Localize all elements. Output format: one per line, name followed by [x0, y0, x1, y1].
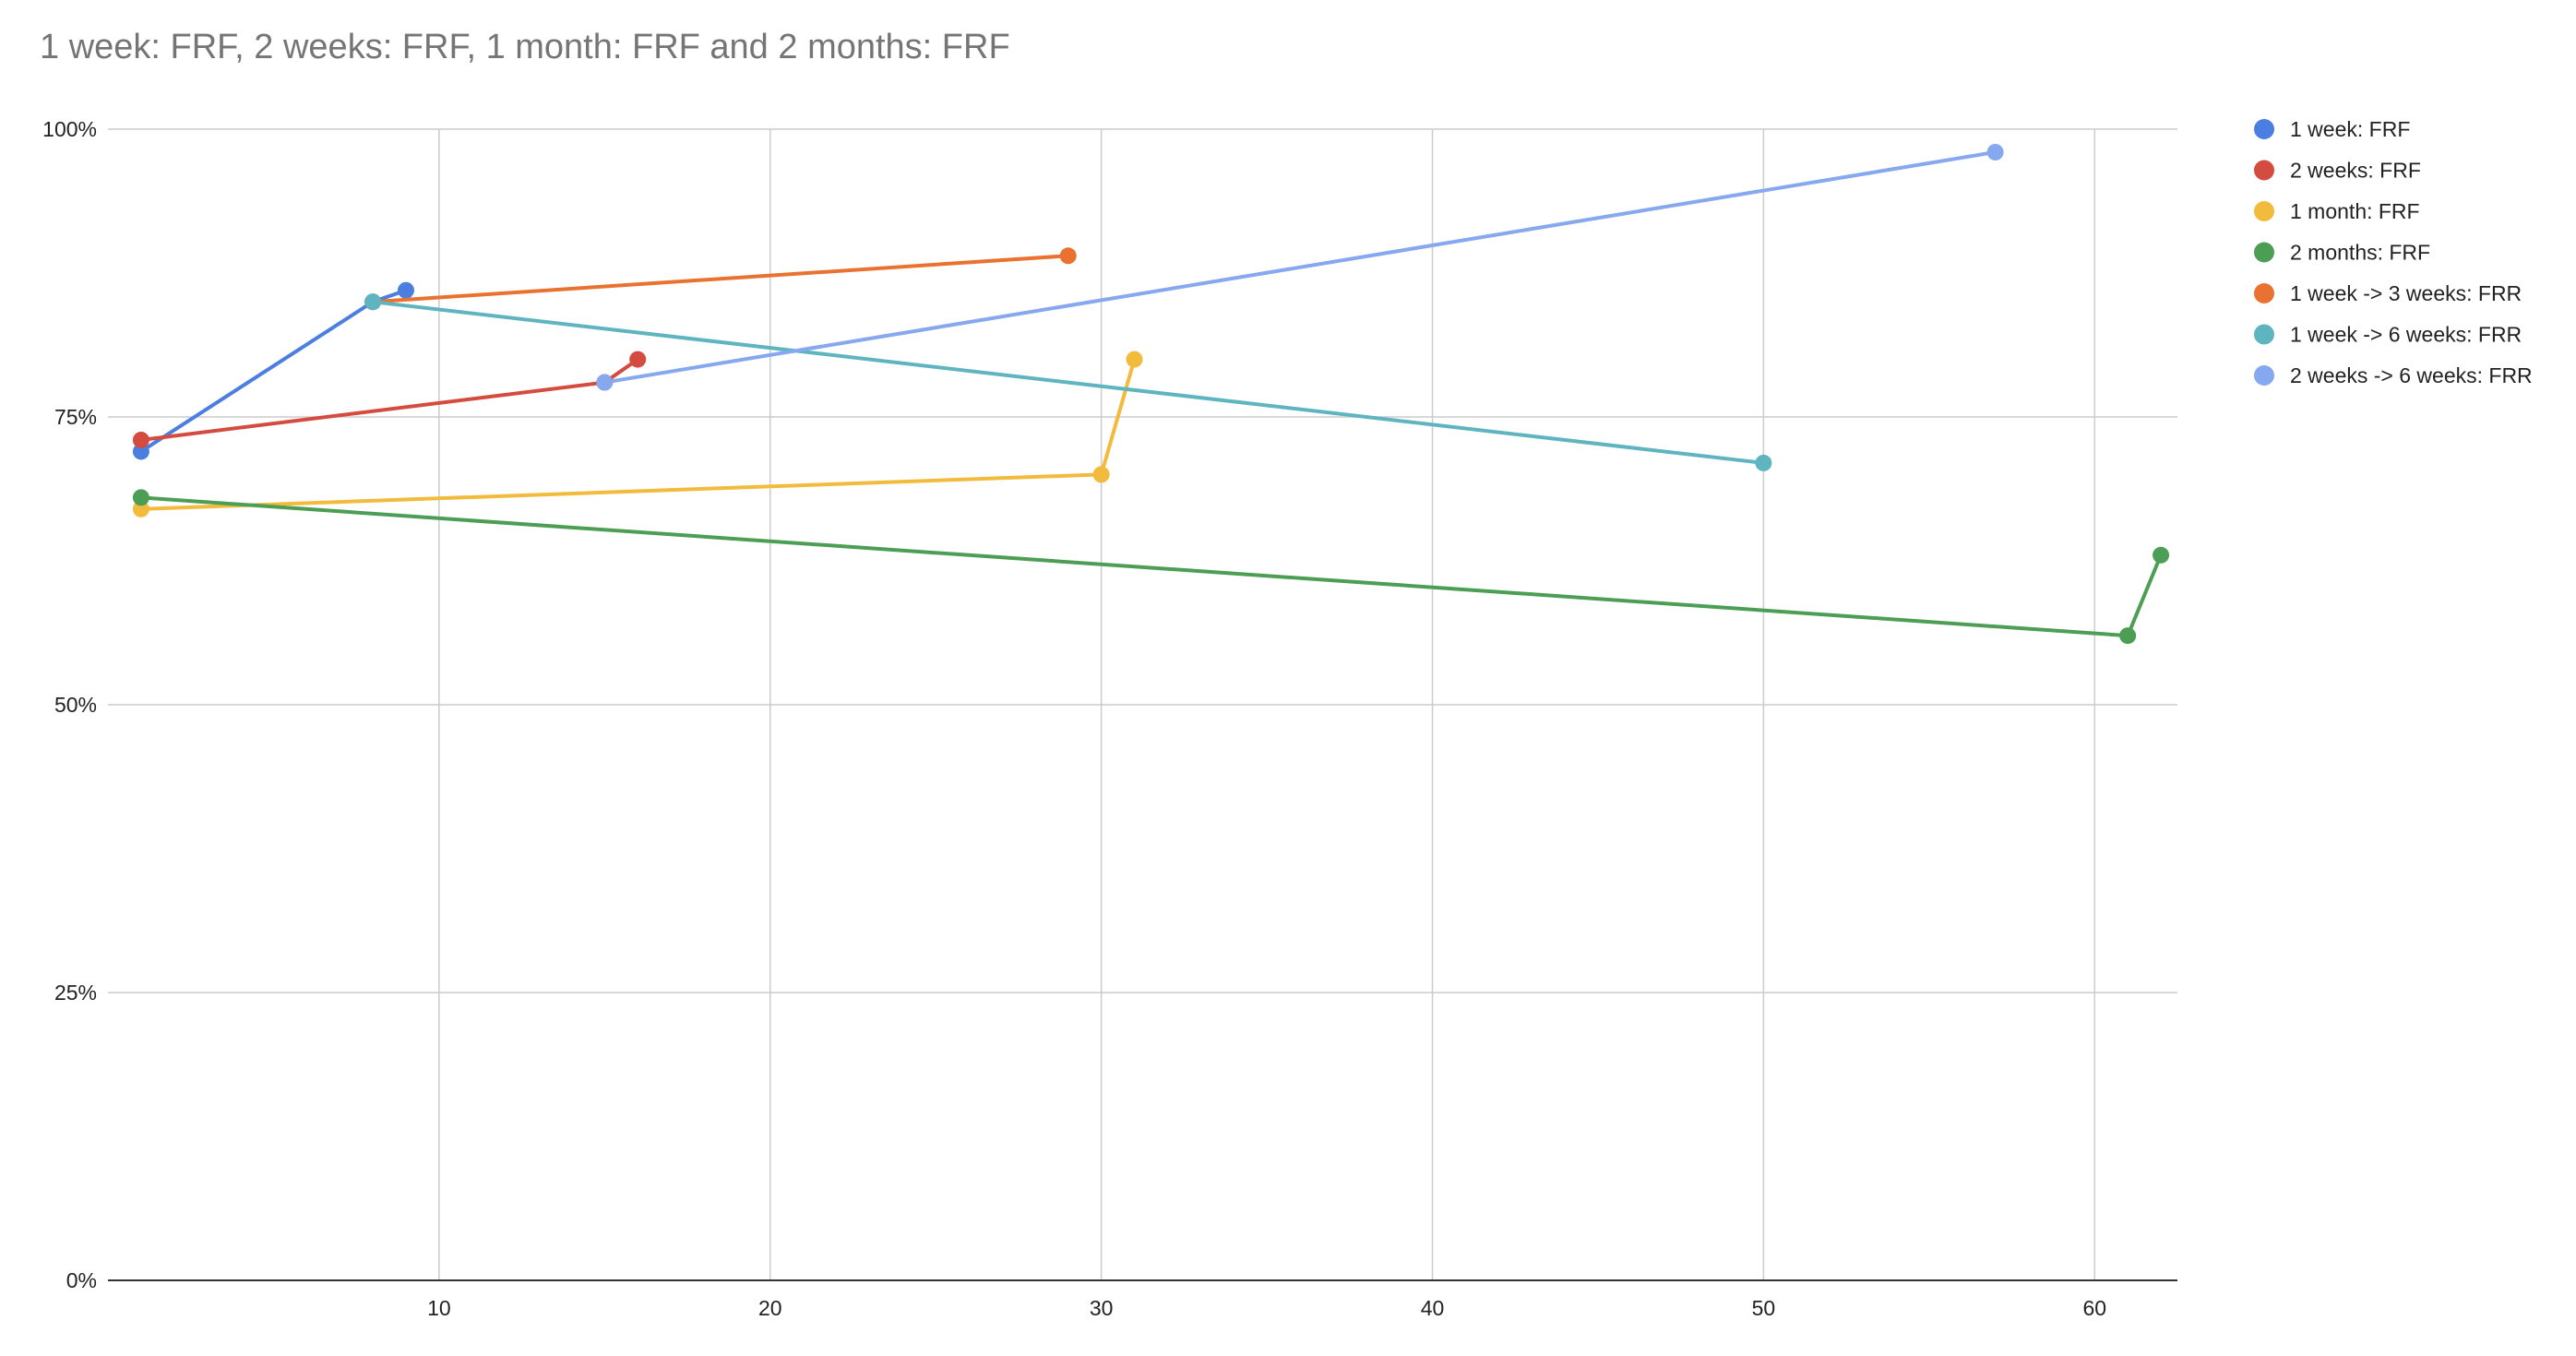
series-layer	[132, 143, 2170, 645]
legend-marker	[2254, 283, 2274, 303]
legend-item: 2 weeks: FRF	[2254, 159, 2421, 183]
x-tick-label: 30	[1090, 1296, 1114, 1320]
legend-item: 2 weeks -> 6 weeks: FRR	[2254, 363, 2533, 387]
chart-title: 1 week: FRF, 2 weeks: FRF, 1 month: FRF …	[40, 28, 1010, 66]
data-point	[2153, 546, 2170, 564]
series-6	[364, 293, 1772, 471]
data-point	[1755, 454, 1772, 471]
series-line	[602, 149, 1998, 385]
series-line	[371, 254, 1070, 304]
legend-marker	[2254, 365, 2274, 386]
series-3	[132, 351, 1143, 517]
x-tick-label: 20	[758, 1296, 782, 1320]
legend-label: 1 month: FRF	[2290, 199, 2420, 223]
legend-item: 1 month: FRF	[2254, 199, 2420, 223]
x-tick-label: 50	[1752, 1296, 1776, 1320]
data-point	[132, 431, 149, 448]
legend-label: 1 week -> 3 weeks: FRR	[2290, 281, 2522, 305]
series-line	[371, 300, 1766, 465]
data-point	[1126, 351, 1143, 368]
legend-label: 1 week -> 6 weeks: FRR	[2290, 323, 2522, 347]
legend-marker	[2254, 201, 2274, 221]
data-point	[596, 374, 614, 391]
x-tick-label: 10	[427, 1296, 451, 1320]
x-tick-label: 40	[1421, 1296, 1445, 1320]
data-point	[1059, 247, 1077, 265]
y-tick-label: 0%	[66, 1268, 97, 1292]
legend-marker	[2254, 119, 2274, 139]
series-7	[596, 143, 2004, 391]
legend-item: 1 week: FRF	[2254, 117, 2410, 141]
legend-marker	[2254, 242, 2274, 263]
series-5	[364, 247, 1077, 311]
x-tick-label: 60	[2082, 1296, 2106, 1320]
data-point	[397, 281, 414, 299]
series-4	[132, 489, 2170, 645]
legend-item: 1 week -> 6 weeks: FRR	[2254, 323, 2522, 347]
grid-layer	[108, 128, 2177, 1280]
data-point	[1092, 466, 1110, 483]
data-point	[364, 293, 382, 311]
y-tick-label: 75%	[54, 405, 97, 429]
legend-item: 1 week -> 3 weeks: FRR	[2254, 281, 2522, 305]
legend-label: 2 months: FRF	[2290, 241, 2430, 265]
legend-label: 1 week: FRF	[2290, 117, 2410, 141]
series-line	[138, 357, 640, 442]
y-tick-label: 100%	[42, 117, 97, 141]
y-tick-label: 25%	[54, 981, 97, 1005]
data-point	[629, 351, 647, 368]
legend-label: 2 weeks: FRF	[2290, 159, 2421, 183]
legend-marker	[2254, 160, 2274, 181]
data-point	[132, 500, 149, 517]
legend: 1 week: FRF 2 weeks: FRF 1 month: FRF 2 mon…	[2254, 117, 2533, 387]
legend-marker	[2254, 324, 2274, 345]
data-point	[132, 489, 149, 506]
series-line	[138, 357, 1137, 511]
series-line	[138, 495, 2164, 638]
data-point	[132, 443, 149, 460]
legend-label: 2 weeks -> 6 weeks: FRR	[2290, 363, 2533, 387]
legend-item: 2 months: FRF	[2254, 241, 2430, 265]
series-2	[132, 351, 647, 448]
axis-layer: 0% 25% 50% 75% 100% 10 20 30 40 50 60	[42, 117, 2177, 1320]
series-line	[138, 288, 408, 454]
y-tick-label: 50%	[54, 693, 97, 717]
data-point	[2119, 627, 2137, 645]
data-point	[1986, 143, 2004, 161]
